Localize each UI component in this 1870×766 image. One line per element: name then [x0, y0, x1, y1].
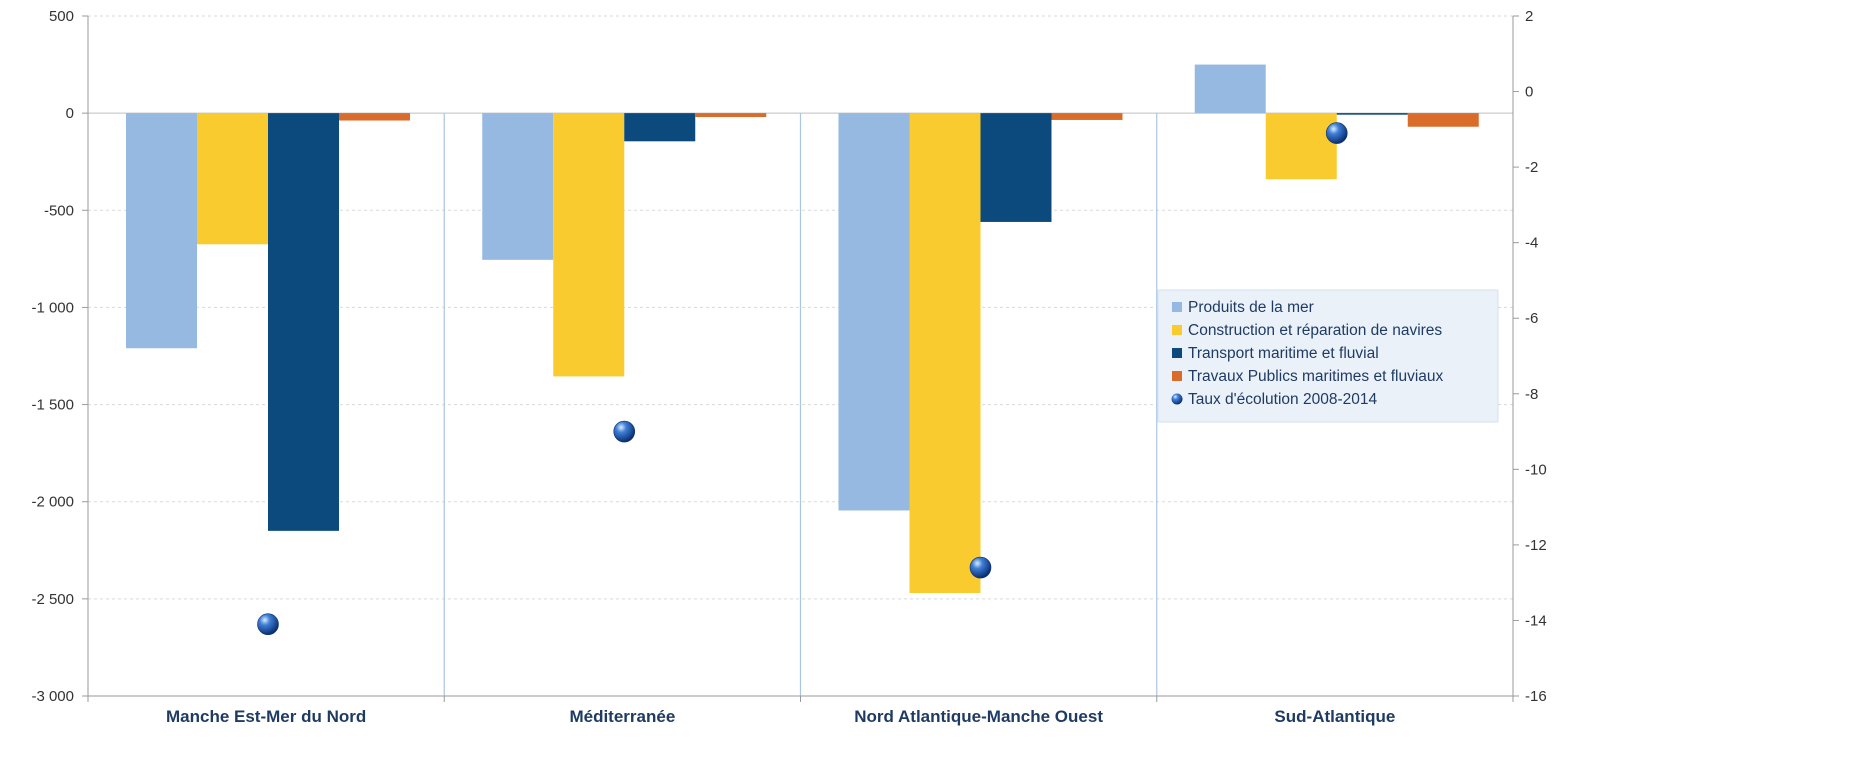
x-tick-label: Méditerranée — [569, 707, 675, 726]
y-right-tick-label: -10 — [1525, 461, 1547, 478]
scatter-point — [613, 420, 636, 443]
y-right-tick-label: -16 — [1525, 688, 1547, 705]
legend-swatch — [1172, 302, 1182, 312]
y-left-tick-label: -2 500 — [31, 591, 74, 608]
x-tick-label: Manche Est-Mer du Nord — [166, 707, 366, 726]
bar — [838, 113, 910, 511]
scatter-points — [257, 122, 1348, 636]
scatter-point — [1325, 122, 1348, 144]
y-right-tick-label: -6 — [1525, 310, 1538, 327]
y-left-tick-label: -2 000 — [31, 494, 74, 511]
x-axis: Manche Est-Mer du Nord Méditerranée Nord A… — [87, 695, 1514, 726]
bar — [1194, 64, 1266, 114]
y-left-tick-label: -3 000 — [31, 688, 74, 705]
y-right-tick-label: 0 — [1525, 84, 1533, 101]
y-axis-right: 2 0 -2 -4 -6 -8 -10 -12 -14 -16 — [1512, 8, 1547, 705]
y-left-tick-label: -1 500 — [31, 397, 74, 414]
legend-swatch — [1172, 325, 1182, 335]
y-left-tick-label: -1 000 — [31, 299, 74, 316]
bar — [909, 113, 981, 594]
y-left-tick-label: 500 — [49, 8, 74, 25]
y-left-tick-label: 0 — [66, 105, 74, 122]
legend: Produits de la mer Construction et répara… — [1157, 289, 1499, 423]
legend-box — [1157, 289, 1499, 423]
bar — [126, 113, 197, 349]
x-tick-label: Sud-Atlantique — [1274, 707, 1395, 726]
bar — [980, 113, 1052, 222]
y-right-tick-label: -12 — [1525, 537, 1547, 554]
legend-label: Transport maritime et fluvial — [1188, 345, 1379, 362]
y-right-tick-label: 2 — [1525, 8, 1533, 25]
y-right-tick-label: -4 — [1525, 235, 1538, 252]
bar — [1051, 113, 1123, 120]
bar — [339, 113, 410, 121]
scatter-point — [257, 613, 279, 636]
legend-swatch — [1172, 348, 1182, 358]
legend-swatch — [1172, 371, 1182, 381]
bar — [1336, 113, 1408, 115]
bar — [1407, 113, 1479, 127]
legend-swatch — [1171, 393, 1183, 405]
bar — [268, 113, 339, 531]
legend-label: Travaux Publics maritimes et fluviaux — [1188, 368, 1444, 385]
x-tick-label: Nord Atlantique-Manche Ouest — [854, 707, 1103, 726]
y-axis-left: 500 0 -500 -1 000 -1 500 -2 000 -2 500 -3 000 — [31, 8, 89, 705]
legend-label: Construction et réparation de navires — [1188, 322, 1442, 339]
bar — [1265, 113, 1337, 180]
bar — [695, 113, 767, 118]
y-right-tick-label: -14 — [1525, 612, 1547, 629]
y-right-tick-label: -8 — [1525, 386, 1538, 403]
bar — [624, 113, 696, 142]
legend-label: Produits de la mer — [1188, 299, 1314, 316]
category-dividers — [443, 113, 1158, 696]
bars — [126, 64, 1479, 594]
y-right-tick-label: -2 — [1525, 159, 1538, 176]
scatter-point — [969, 556, 992, 579]
bar — [482, 113, 554, 260]
y-left-tick-label: -500 — [44, 202, 74, 219]
legend-label: Taux d'écolution 2008-2014 — [1188, 391, 1377, 408]
bar — [553, 113, 625, 377]
bar — [197, 113, 268, 245]
